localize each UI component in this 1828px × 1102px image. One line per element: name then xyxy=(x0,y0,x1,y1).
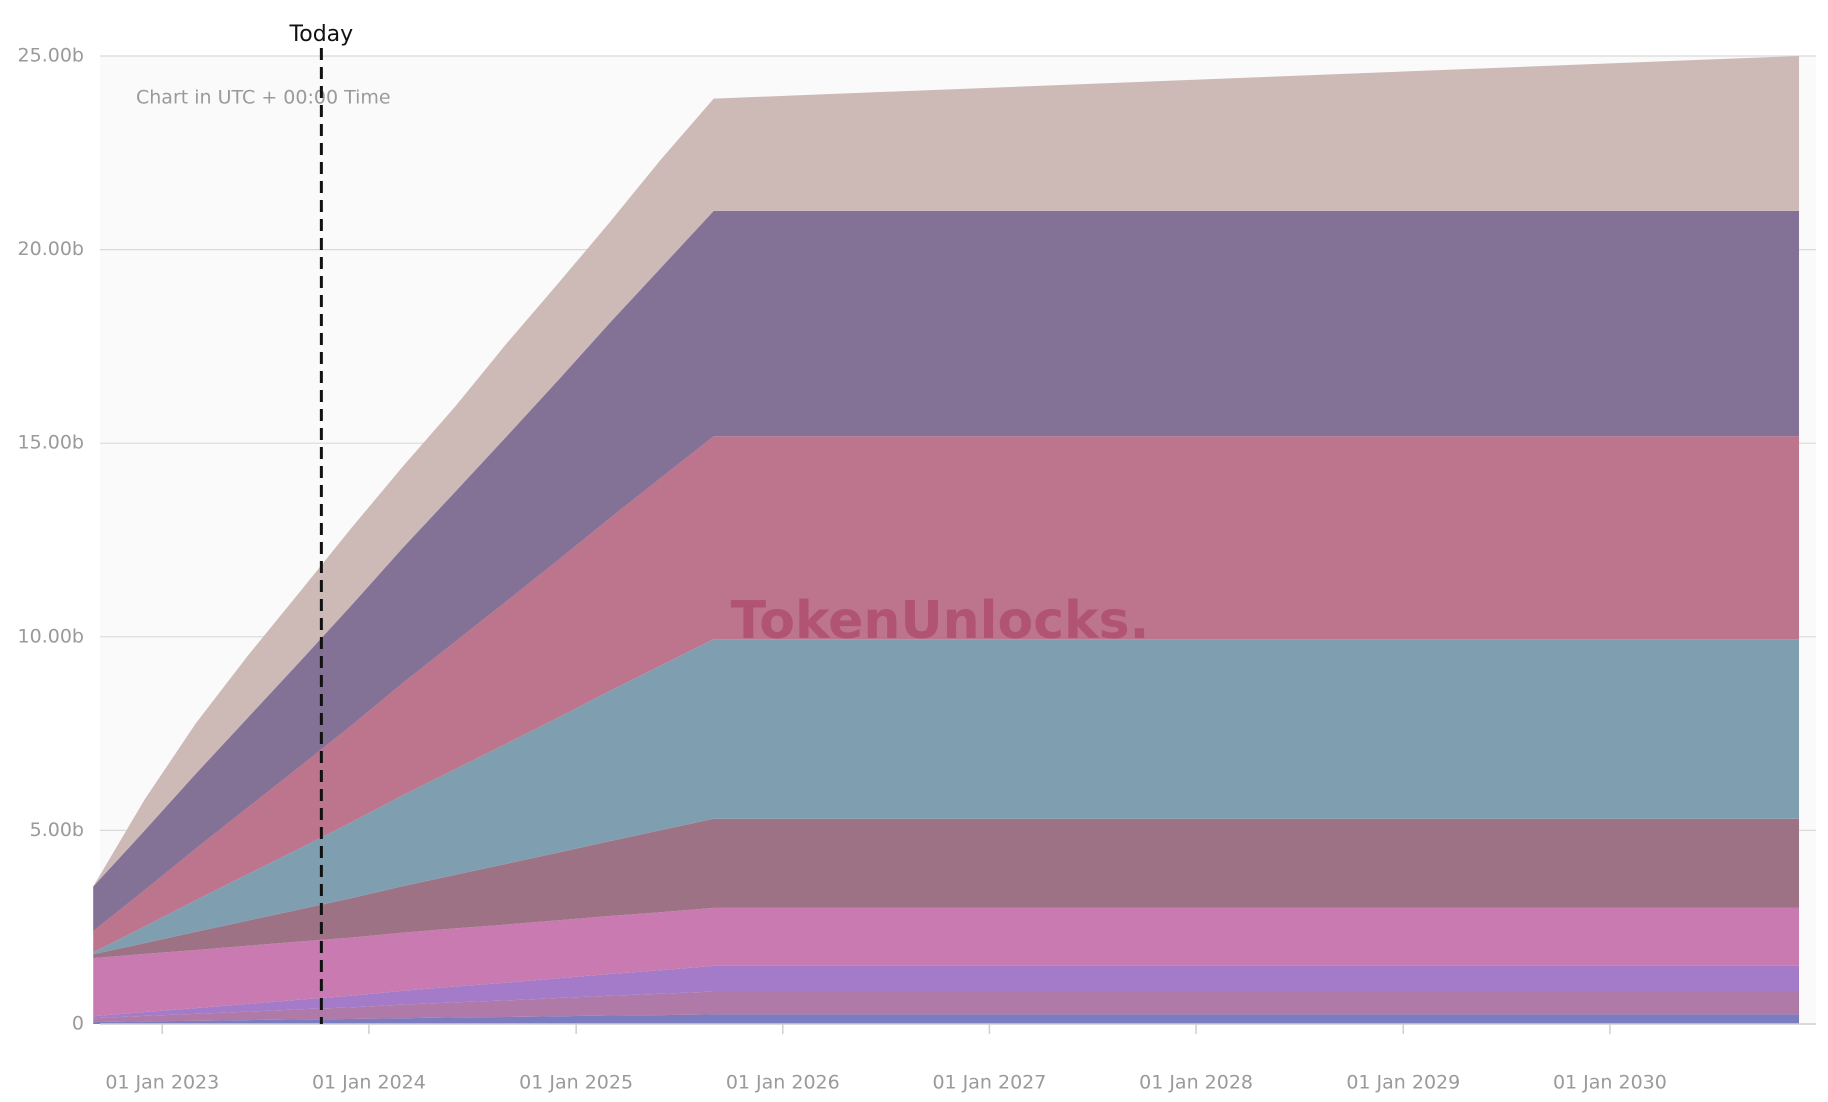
x-tick-label: 01 Jan 2023 xyxy=(105,1072,219,1094)
subtitle: Chart in UTC + 00:00 Time xyxy=(136,87,391,109)
area xyxy=(93,1014,1800,1024)
area xyxy=(93,210,1800,932)
x-tick-label: 01 Jan 2024 xyxy=(312,1072,426,1094)
today-label: Today xyxy=(289,22,354,47)
x-tick-label: 01 Jan 2029 xyxy=(1346,1072,1460,1094)
area xyxy=(93,436,1800,953)
y-tick-label: 10.00b xyxy=(18,625,84,647)
x-tick-label: 01 Jan 2025 xyxy=(519,1072,633,1094)
area xyxy=(93,639,1800,955)
watermark: TokenUnlocks. xyxy=(731,591,1150,651)
y-tick-label: 15.00b xyxy=(18,432,84,454)
area xyxy=(93,991,1800,1023)
x-tick-label: 01 Jan 2026 xyxy=(726,1072,840,1094)
area xyxy=(93,907,1800,1017)
y-tick-label: 5.00b xyxy=(30,819,84,841)
y-tick-label: 25.00b xyxy=(18,45,84,67)
area xyxy=(93,56,1800,887)
x-tick-label: 01 Jan 2030 xyxy=(1553,1072,1667,1094)
y-tick-label: 20.00b xyxy=(18,238,84,260)
x-tick-label: 01 Jan 2027 xyxy=(932,1072,1046,1094)
area xyxy=(93,965,1800,1019)
x-tick-label: 01 Jan 2028 xyxy=(1139,1072,1253,1094)
y-tick-label: 0 xyxy=(72,1013,84,1035)
area xyxy=(93,818,1800,959)
